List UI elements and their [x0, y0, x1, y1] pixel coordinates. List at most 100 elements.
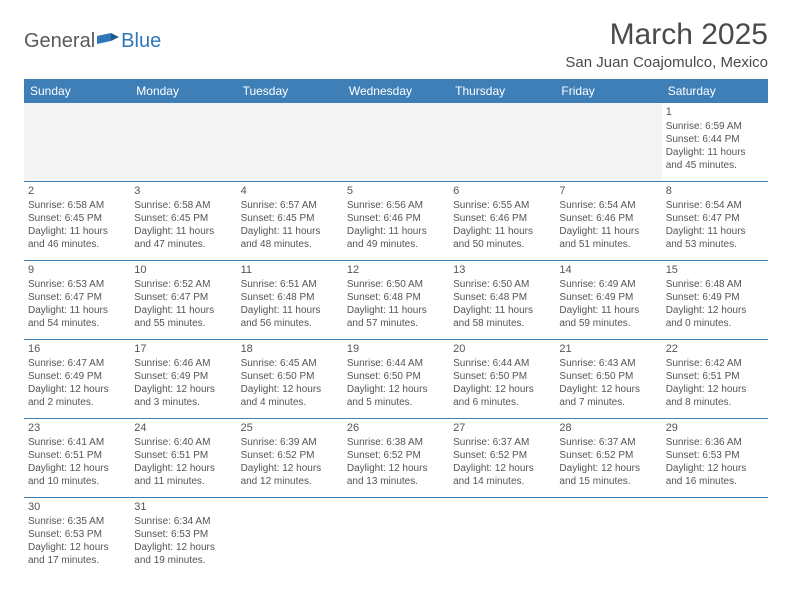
calendar-grid: SundayMondayTuesdayWednesdayThursdayFrid… [24, 79, 768, 576]
week-row: 2Sunrise: 6:58 AMSunset: 6:45 PMDaylight… [24, 182, 768, 261]
sunset-text: Sunset: 6:50 PM [559, 370, 657, 383]
day-cell: 7Sunrise: 6:54 AMSunset: 6:46 PMDaylight… [555, 182, 661, 260]
sunrise-text: Sunrise: 6:43 AM [559, 357, 657, 370]
sunset-text: Sunset: 6:53 PM [28, 528, 126, 541]
sunset-text: Sunset: 6:52 PM [347, 449, 445, 462]
day2-text: and 3 minutes. [134, 396, 232, 409]
day-cell: 21Sunrise: 6:43 AMSunset: 6:50 PMDayligh… [555, 340, 661, 418]
sunrise-text: Sunrise: 6:54 AM [666, 199, 764, 212]
sunrise-text: Sunrise: 6:54 AM [559, 199, 657, 212]
day-number: 25 [241, 421, 339, 435]
sunrise-text: Sunrise: 6:36 AM [666, 436, 764, 449]
brand-part1: General [24, 30, 95, 53]
day2-text: and 7 minutes. [559, 396, 657, 409]
week-row: 9Sunrise: 6:53 AMSunset: 6:47 PMDaylight… [24, 261, 768, 340]
day1-text: Daylight: 11 hours [28, 304, 126, 317]
day-number: 14 [559, 263, 657, 277]
day-number: 19 [347, 342, 445, 356]
sunset-text: Sunset: 6:49 PM [134, 370, 232, 383]
day2-text: and 6 minutes. [453, 396, 551, 409]
day2-text: and 0 minutes. [666, 317, 764, 330]
day2-text: and 59 minutes. [559, 317, 657, 330]
day-number: 21 [559, 342, 657, 356]
sunrise-text: Sunrise: 6:45 AM [241, 357, 339, 370]
empty-cell [343, 103, 449, 181]
sunset-text: Sunset: 6:45 PM [28, 212, 126, 225]
day-header: Saturday [662, 79, 768, 103]
flag-icon [97, 33, 119, 51]
day-number: 2 [28, 184, 126, 198]
day-cell: 3Sunrise: 6:58 AMSunset: 6:45 PMDaylight… [130, 182, 236, 260]
sunset-text: Sunset: 6:47 PM [134, 291, 232, 304]
sunset-text: Sunset: 6:51 PM [666, 370, 764, 383]
day2-text: and 51 minutes. [559, 238, 657, 251]
sunset-text: Sunset: 6:50 PM [347, 370, 445, 383]
day2-text: and 15 minutes. [559, 475, 657, 488]
day1-text: Daylight: 12 hours [666, 462, 764, 475]
day-number: 20 [453, 342, 551, 356]
day-cell: 13Sunrise: 6:50 AMSunset: 6:48 PMDayligh… [449, 261, 555, 339]
sunset-text: Sunset: 6:46 PM [453, 212, 551, 225]
day-number: 28 [559, 421, 657, 435]
sunrise-text: Sunrise: 6:37 AM [453, 436, 551, 449]
sunrise-text: Sunrise: 6:58 AM [28, 199, 126, 212]
day2-text: and 13 minutes. [347, 475, 445, 488]
sunset-text: Sunset: 6:49 PM [28, 370, 126, 383]
sunrise-text: Sunrise: 6:58 AM [134, 199, 232, 212]
day-number: 1 [666, 105, 764, 119]
day-number: 12 [347, 263, 445, 277]
day1-text: Daylight: 12 hours [559, 383, 657, 396]
day2-text: and 17 minutes. [28, 554, 126, 567]
day-number: 3 [134, 184, 232, 198]
day1-text: Daylight: 12 hours [666, 383, 764, 396]
sunset-text: Sunset: 6:49 PM [559, 291, 657, 304]
sunrise-text: Sunrise: 6:57 AM [241, 199, 339, 212]
day-number: 23 [28, 421, 126, 435]
week-row: 16Sunrise: 6:47 AMSunset: 6:49 PMDayligh… [24, 340, 768, 419]
sunrise-text: Sunrise: 6:56 AM [347, 199, 445, 212]
day1-text: Daylight: 12 hours [453, 462, 551, 475]
day2-text: and 5 minutes. [347, 396, 445, 409]
day-number: 11 [241, 263, 339, 277]
day-header-row: SundayMondayTuesdayWednesdayThursdayFrid… [24, 79, 768, 103]
day2-text: and 11 minutes. [134, 475, 232, 488]
day-cell: 23Sunrise: 6:41 AMSunset: 6:51 PMDayligh… [24, 419, 130, 497]
day-cell: 30Sunrise: 6:35 AMSunset: 6:53 PMDayligh… [24, 498, 130, 576]
day2-text: and 58 minutes. [453, 317, 551, 330]
day-number: 13 [453, 263, 551, 277]
sunrise-text: Sunrise: 6:55 AM [453, 199, 551, 212]
day-number: 26 [347, 421, 445, 435]
day2-text: and 49 minutes. [347, 238, 445, 251]
empty-cell [237, 103, 343, 181]
sunset-text: Sunset: 6:52 PM [241, 449, 339, 462]
day1-text: Daylight: 12 hours [134, 462, 232, 475]
sunset-text: Sunset: 6:50 PM [453, 370, 551, 383]
sunset-text: Sunset: 6:53 PM [134, 528, 232, 541]
day-number: 8 [666, 184, 764, 198]
day1-text: Daylight: 12 hours [347, 462, 445, 475]
calendar-page: General Blue March 2025 San Juan Coajomu… [0, 0, 792, 576]
sunset-text: Sunset: 6:46 PM [347, 212, 445, 225]
sunset-text: Sunset: 6:52 PM [559, 449, 657, 462]
sunrise-text: Sunrise: 6:49 AM [559, 278, 657, 291]
sunset-text: Sunset: 6:48 PM [241, 291, 339, 304]
day1-text: Daylight: 12 hours [453, 383, 551, 396]
day-cell: 10Sunrise: 6:52 AMSunset: 6:47 PMDayligh… [130, 261, 236, 339]
month-title: March 2025 [565, 18, 768, 52]
day1-text: Daylight: 12 hours [28, 462, 126, 475]
day2-text: and 2 minutes. [28, 396, 126, 409]
sunset-text: Sunset: 6:47 PM [666, 212, 764, 225]
sunset-text: Sunset: 6:53 PM [666, 449, 764, 462]
day-header: Wednesday [343, 79, 449, 103]
day-cell: 19Sunrise: 6:44 AMSunset: 6:50 PMDayligh… [343, 340, 449, 418]
empty-cell [343, 498, 449, 576]
day1-text: Daylight: 11 hours [28, 225, 126, 238]
day-number: 29 [666, 421, 764, 435]
day-cell: 18Sunrise: 6:45 AMSunset: 6:50 PMDayligh… [237, 340, 343, 418]
day-number: 4 [241, 184, 339, 198]
sunset-text: Sunset: 6:48 PM [347, 291, 445, 304]
sunrise-text: Sunrise: 6:37 AM [559, 436, 657, 449]
day-cell: 9Sunrise: 6:53 AMSunset: 6:47 PMDaylight… [24, 261, 130, 339]
day-cell: 25Sunrise: 6:39 AMSunset: 6:52 PMDayligh… [237, 419, 343, 497]
empty-cell [662, 498, 768, 576]
